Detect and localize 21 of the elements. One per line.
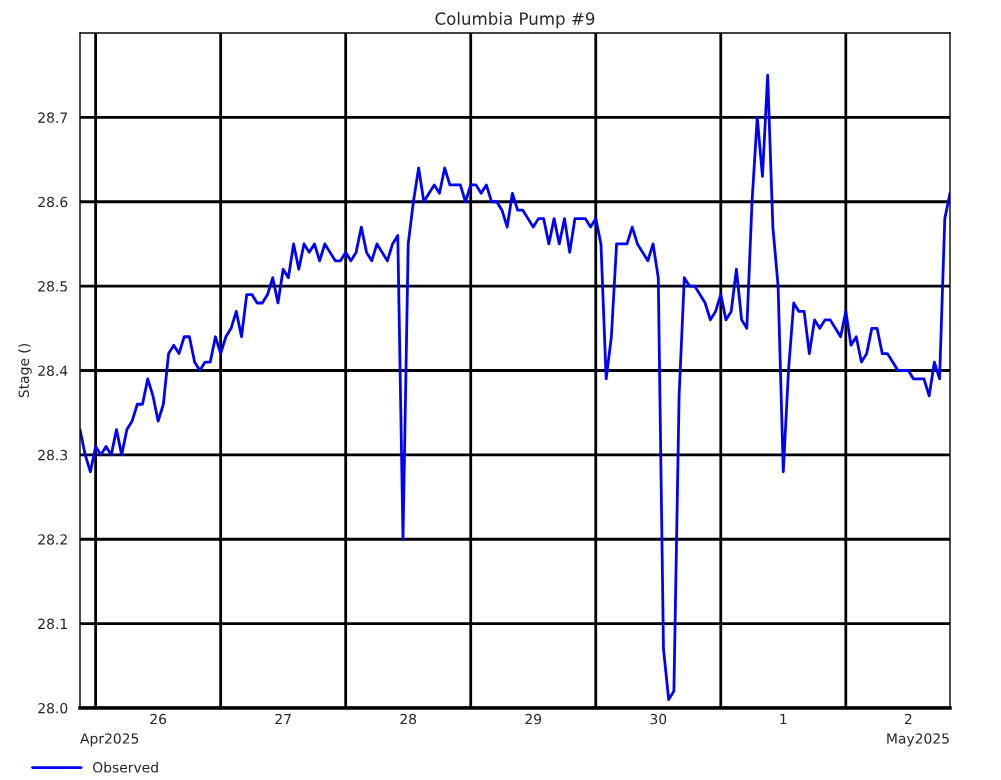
y-tick-label: 28.3: [38, 449, 68, 461]
y-axis-title: Stage (): [18, 344, 32, 398]
legend-label: Observed: [93, 761, 158, 773]
y-tick-label: 28.0: [38, 702, 68, 714]
x-tick-label: 2: [904, 713, 912, 725]
text: May2025: [887, 733, 949, 747]
y-tick-label: 28.5: [38, 281, 67, 292]
text: Apr2025: [80, 733, 139, 747]
x-tick-label: 28: [400, 713, 417, 725]
x-tick-label: 29: [525, 713, 542, 725]
x-tick-label: 26: [150, 713, 167, 725]
y-tick-label: 28.2: [38, 534, 67, 545]
x-tick-label: 1: [780, 713, 787, 725]
y-tick-label: 28.7: [38, 112, 68, 123]
x-tick-label: 27: [275, 713, 291, 725]
chart-title: Columbia Pump #9: [435, 12, 595, 29]
line-series: [80, 73, 950, 701]
x-tick-label: 30: [650, 713, 667, 725]
y-tick-label: 28.4: [38, 365, 68, 376]
y-tick-label: 28.6: [38, 196, 68, 208]
y-tick-label: 28.1: [38, 618, 67, 630]
